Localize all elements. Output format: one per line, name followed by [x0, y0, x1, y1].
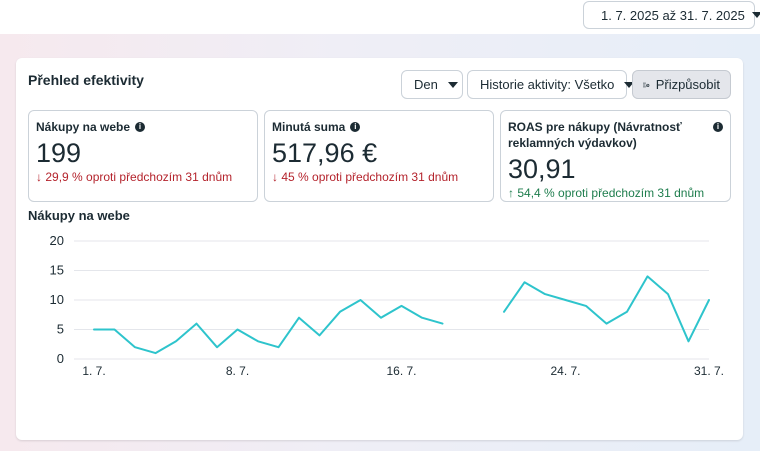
y-tick-label: 5: [57, 322, 64, 337]
info-icon[interactable]: i: [713, 122, 723, 132]
x-tick-label: 1. 7.: [82, 364, 105, 378]
metric-label: ROAS pre nákupy (Návratnosť reklamných v…: [508, 120, 682, 150]
metric-change-text: 54,4 % oproti předchozím 31 dnům: [517, 186, 705, 200]
y-tick-label: 0: [57, 351, 64, 366]
performance-overview-panel: Přehled efektivity Den Historie aktivity…: [16, 58, 743, 440]
metric-change-text: 45 % oproti předchozím 31 dnům: [281, 170, 459, 184]
customize-label: Přizpůsobit: [655, 77, 720, 92]
arrow-up-icon: ↑: [508, 186, 514, 200]
chevron-down-icon: [447, 81, 458, 88]
activity-history-label: Historie aktivity: Všetko: [480, 77, 615, 92]
metric-change: ↓ 29,9 % oproti předchozím 31 dnům: [36, 170, 250, 184]
info-icon[interactable]: i: [350, 122, 361, 132]
arrow-down-icon: ↓: [272, 170, 278, 184]
x-tick-label: 8. 7.: [226, 364, 249, 378]
x-tick-label: 16. 7.: [386, 364, 416, 378]
activity-history-dropdown[interactable]: Historie aktivity: Všetko: [467, 70, 635, 99]
panel-title: Přehled efektivity: [28, 72, 144, 88]
metric-change: ↓ 45 % oproti předchozím 31 dnům: [272, 170, 486, 184]
chevron-down-icon: [624, 81, 635, 88]
y-tick-label: 15: [50, 263, 64, 278]
metric-change-text: 29,9 % oproti předchozím 31 dnům: [45, 170, 233, 184]
settings-sliders-icon: [643, 82, 650, 87]
series-line: [93, 299, 444, 355]
metric-card-amount-spent[interactable]: Minutá suma i 517,96 € ↓ 45 % oproti před…: [264, 110, 494, 202]
y-tick-label: 10: [50, 292, 64, 307]
date-range-picker[interactable]: 1. 7. 2025 až 31. 7. 2025: [583, 1, 760, 29]
x-tick-label: 31. 7.: [694, 364, 724, 378]
metric-card-roas[interactable]: ROAS pre nákupy (Návratnosť reklamných v…: [500, 110, 731, 202]
metric-change: ↑ 54,4 % oproti předchozím 31 dnům: [508, 186, 723, 200]
metric-card-web-purchases[interactable]: Nákupy na webe i 199 ↓ 29,9 % oproti před…: [28, 110, 258, 202]
info-icon[interactable]: i: [135, 122, 146, 132]
web-purchases-line-chart: 0 5 10 15 20 1. 7. 8. 7. 16. 7. 24. 7. 31. 7.: [50, 233, 724, 378]
metric-label: Minutá suma: [272, 120, 346, 134]
date-range-label: 1. 7. 2025 až 31. 7. 2025: [601, 7, 745, 23]
metric-value: 30,91: [508, 154, 576, 184]
x-tick-label: 24. 7.: [550, 364, 580, 378]
series-line: [503, 275, 710, 343]
granularity-dropdown[interactable]: Den: [401, 70, 463, 99]
y-tick-label: 20: [50, 233, 64, 248]
customize-button[interactable]: Přizpůsobit: [632, 70, 731, 99]
metric-value: 517,96 €: [272, 138, 378, 168]
metric-value: 199: [36, 138, 82, 168]
chevron-down-icon: [751, 12, 760, 18]
metric-label: Nákupy na webe: [36, 120, 131, 134]
chart-title: Nákupy na webe: [28, 208, 130, 223]
arrow-down-icon: ↓: [36, 170, 42, 184]
granularity-label: Den: [414, 77, 438, 92]
